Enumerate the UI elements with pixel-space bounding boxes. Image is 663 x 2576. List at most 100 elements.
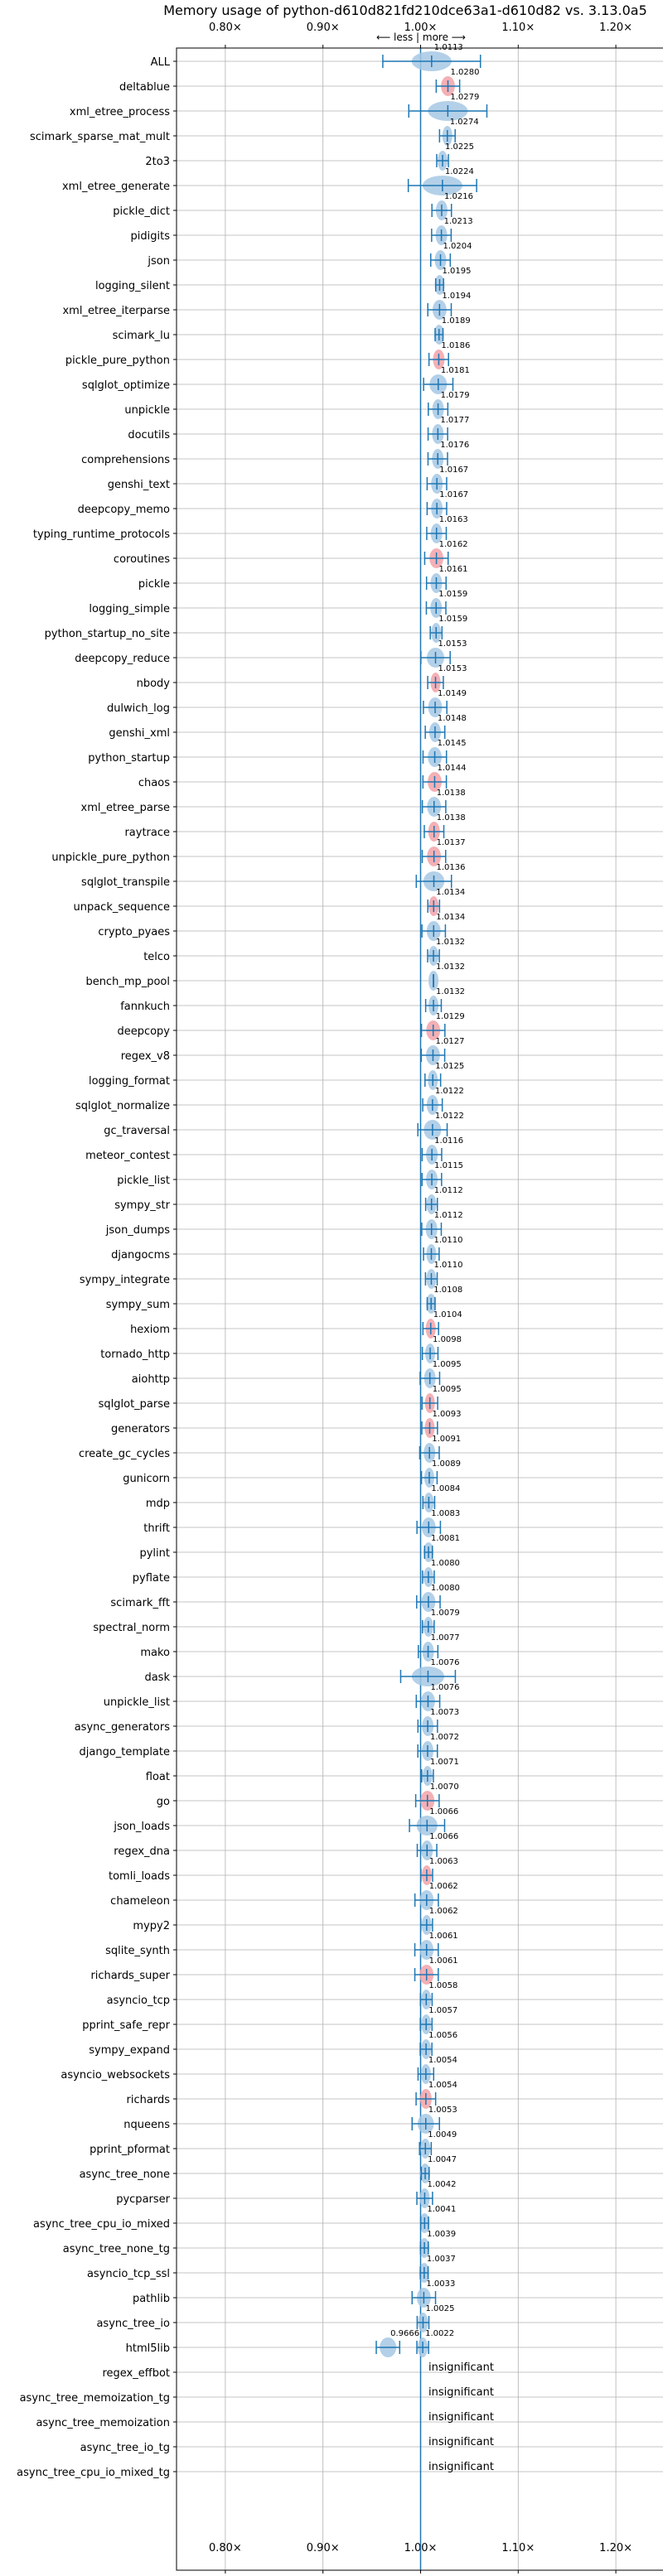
value-label: 1.0181 [441,366,470,375]
category-label: genshi_text [108,479,170,491]
marks: 1.01131.02801.02791.02741.02251.02241.02… [375,43,494,2570]
category-label: richards [127,2094,171,2106]
value-label: 1.0104 [433,1310,462,1319]
value-label: 1.0062 [429,1882,458,1891]
category-label: bench_mp_pool [85,976,170,988]
value-label: 1.0280 [450,68,479,77]
category-label: scimark_sparse_mat_mult [30,131,170,143]
value-label: 1.0144 [437,764,466,773]
category-label: async_tree_cpu_io_mixed_tg [17,2467,170,2479]
category-label: regex_dna [114,1845,170,1858]
category-label: regex_v8 [121,1050,170,1063]
value-label: 1.0079 [431,1609,460,1618]
category-label: sympy_expand [89,2044,170,2057]
category-label: async_tree_memoization [36,2417,170,2429]
value-label: 1.0163 [439,515,468,524]
value-label: 1.0137 [437,838,466,847]
category-label: scimark_lu [113,330,170,342]
category-label: logging_simple [89,603,170,615]
category-label: python_startup [88,752,170,765]
category-label: sqlglot_transpile [81,876,170,889]
category-label: xml_etree_process [70,106,170,118]
value-label: 1.0153 [438,639,467,649]
insignificant-label: insignificant [428,2411,494,2424]
category-label: django_template [80,1746,170,1758]
category-label: nqueens [123,2119,170,2131]
value-label: 1.0037 [427,2255,456,2264]
category-label: coroutines [114,553,170,566]
value-label: 1.0054 [428,2081,457,2090]
value-label: 1.0076 [430,1658,459,1667]
category-label: richards_super [90,1970,170,1982]
value-label: 1.0076 [430,1683,459,1692]
category-label: pickle_dict [113,205,170,218]
category-label: html5lib [126,2342,170,2355]
category-label: scimark_fft [110,1597,170,1609]
value-label: 1.0057 [428,2006,457,2015]
category-label: raytrace [124,827,170,839]
value-label: 1.0145 [438,739,467,748]
value-label: 1.0047 [428,2155,457,2164]
category-label: mypy2 [133,1920,170,1932]
value-label: 1.0129 [436,1012,465,1021]
value-label: 1.0089 [432,1459,461,1469]
category-label: async_tree_cpu_io_mixed [33,2218,170,2231]
value-label: 1.0213 [444,217,473,226]
value-label: 1.0161 [438,565,467,574]
category-label: sympy_sum [106,1299,170,1311]
value-label: 1.0061 [429,1956,458,1966]
category-label: chameleon [110,1895,170,1908]
value-label: 1.0080 [431,1584,460,1593]
value-label: 1.0194 [442,292,471,301]
category-label: deepcopy_memo [78,504,170,516]
category-label: genshi_xml [109,727,170,740]
category-label: gunicorn [123,1473,170,1485]
value-label: 1.0093 [432,1410,461,1419]
category-label: ALL [151,56,171,69]
category-label: regex_effbot [102,2367,170,2380]
value-label: 1.0062 [429,1907,458,1916]
value-label: 1.0136 [437,863,466,872]
category-label: float [146,1771,170,1783]
category-label: asyncio_websockets [60,2069,170,2082]
x-tick-label-top: 0.80× [209,22,242,34]
category-label: unpickle_pure_python [51,851,170,864]
value-label: 1.0159 [438,590,467,599]
value-label: 1.0042 [427,2180,456,2189]
value-label: 1.0125 [435,1062,464,1071]
category-label: python_startup_no_site [45,628,170,640]
value-label: 1.0110 [433,1236,462,1245]
value-label: 1.0115 [434,1161,463,1170]
category-label: logging_format [89,1075,170,1088]
value-label: 1.0039 [427,2230,456,2239]
value-label: 1.0073 [430,1708,459,1717]
category-label: deepcopy_reduce [75,653,170,665]
value-label: 1.0081 [431,1534,460,1543]
value-label: 1.0225 [445,142,474,152]
value-label: 1.0066 [429,1807,458,1816]
category-label: sqlite_synth [105,1945,170,1957]
category-label: hexiom [130,1324,170,1336]
value-label: 1.0204 [443,242,472,251]
category-label: meteor_contest [85,1150,170,1162]
category-label: json [147,255,170,268]
category-label: sqlglot_normalize [75,1100,170,1112]
category-label: xml_etree_generate [62,181,170,193]
value-label: 1.0167 [439,466,468,475]
value-label: 1.0077 [431,1633,460,1643]
value-label: 1.0025 [425,2304,454,2313]
value-label: 1.0195 [442,267,471,276]
category-label: typing_runtime_protocols [33,528,170,541]
category-label: mdp [146,1498,170,1510]
category-label: json_dumps [105,1224,170,1237]
value-label: 1.0053 [428,2106,457,2115]
value-label: 1.0070 [430,1782,459,1792]
value-label: 1.0063 [429,1857,458,1866]
value-label: 1.0216 [444,192,473,201]
chart-title: Memory usage of python-d610d821fd210dce6… [163,2,647,18]
value-label: 1.0066 [429,1832,458,1841]
insignificant-label: insignificant [428,2436,494,2448]
category-label: asyncio_tcp_ssl [87,2268,170,2280]
x-tick-label-top: 0.90× [307,22,340,34]
category-label: dulwich_log [107,702,170,715]
